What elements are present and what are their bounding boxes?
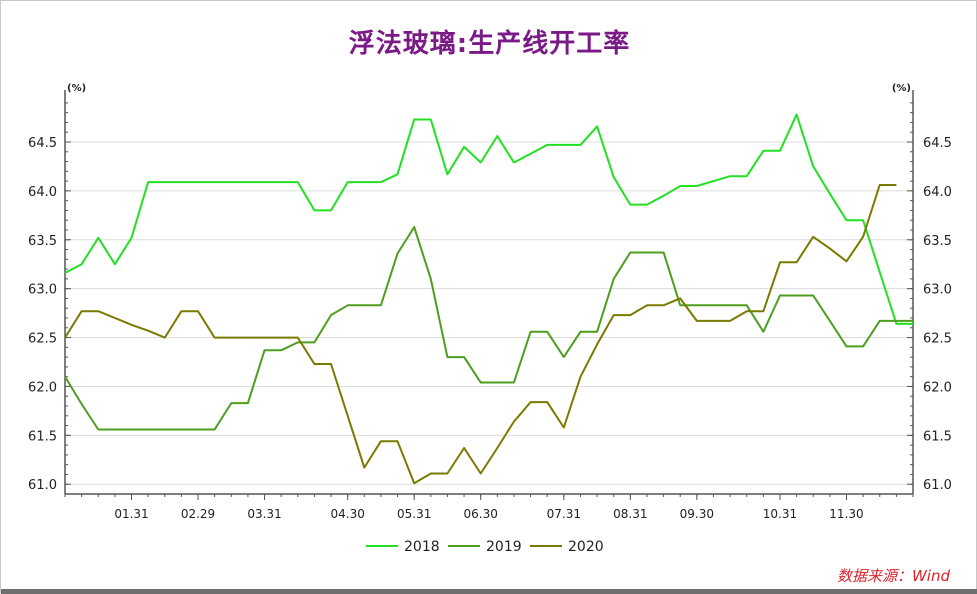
y-tick-label-right: 62.5 xyxy=(923,332,952,347)
y-tick-label-left: 62.0 xyxy=(28,380,57,395)
y-tick-label-right: 63.0 xyxy=(923,283,952,298)
series-line-2019 xyxy=(64,226,913,431)
legend: 2018 2019 2020 xyxy=(366,539,604,555)
y-tick-label-left: 64.0 xyxy=(28,185,57,200)
x-tick-label: 03.31 xyxy=(247,507,281,521)
x-tick-label: 08.31 xyxy=(613,507,647,521)
series-lines xyxy=(64,113,913,485)
y-tick-label-left: 63.5 xyxy=(28,234,57,249)
y-tick-label-right: 64.5 xyxy=(923,136,952,151)
x-tick-label: 10.31 xyxy=(763,507,797,521)
source-note: 数据来源：Wind xyxy=(836,567,950,585)
legend-label-2020: 2020 xyxy=(568,539,604,555)
x-tick-label: 05.31 xyxy=(397,507,431,521)
y-tick-label-left: 61.0 xyxy=(28,478,57,493)
x-tick-label: 09.30 xyxy=(680,507,714,521)
axes: 61.0 61.0 61.5 61.5 62.0 62.0 62.5 62.5 63.0 63.0… xyxy=(28,83,952,521)
y-tick-label-right: 62.0 xyxy=(923,380,952,395)
y-tick-label-left: 63.0 xyxy=(28,283,57,298)
x-tick-label: 07.31 xyxy=(547,507,581,521)
y-tick-label-right: 61.0 xyxy=(923,478,952,493)
unit-label-left: (%) xyxy=(67,83,86,94)
x-tick-label: 11.30 xyxy=(829,507,863,521)
y-tick-label-right: 61.5 xyxy=(923,429,952,444)
x-tick-label: 06.30 xyxy=(464,507,498,521)
x-tick-label: 04.30 xyxy=(330,507,364,521)
x-tick-label: 01.31 xyxy=(114,507,148,521)
y-tick-label-right: 63.5 xyxy=(923,234,952,249)
y-tick-label-left: 61.5 xyxy=(28,429,57,444)
legend-label-2019: 2019 xyxy=(486,539,522,555)
y-tick-label-left: 64.5 xyxy=(28,136,57,151)
chart-title: 浮法玻璃:生产线开工率 xyxy=(348,29,631,59)
x-tick-label: 02.29 xyxy=(181,507,215,521)
legend-label-2018: 2018 xyxy=(404,539,440,555)
window-bottom-bar xyxy=(1,589,977,594)
y-tick-label-right: 64.0 xyxy=(923,185,952,200)
y-tick-label-left: 62.5 xyxy=(28,332,57,347)
series-line-2018 xyxy=(64,113,913,325)
gridlines xyxy=(65,141,913,485)
series-line-2020 xyxy=(64,184,897,485)
unit-label-right: (%) xyxy=(892,83,911,94)
